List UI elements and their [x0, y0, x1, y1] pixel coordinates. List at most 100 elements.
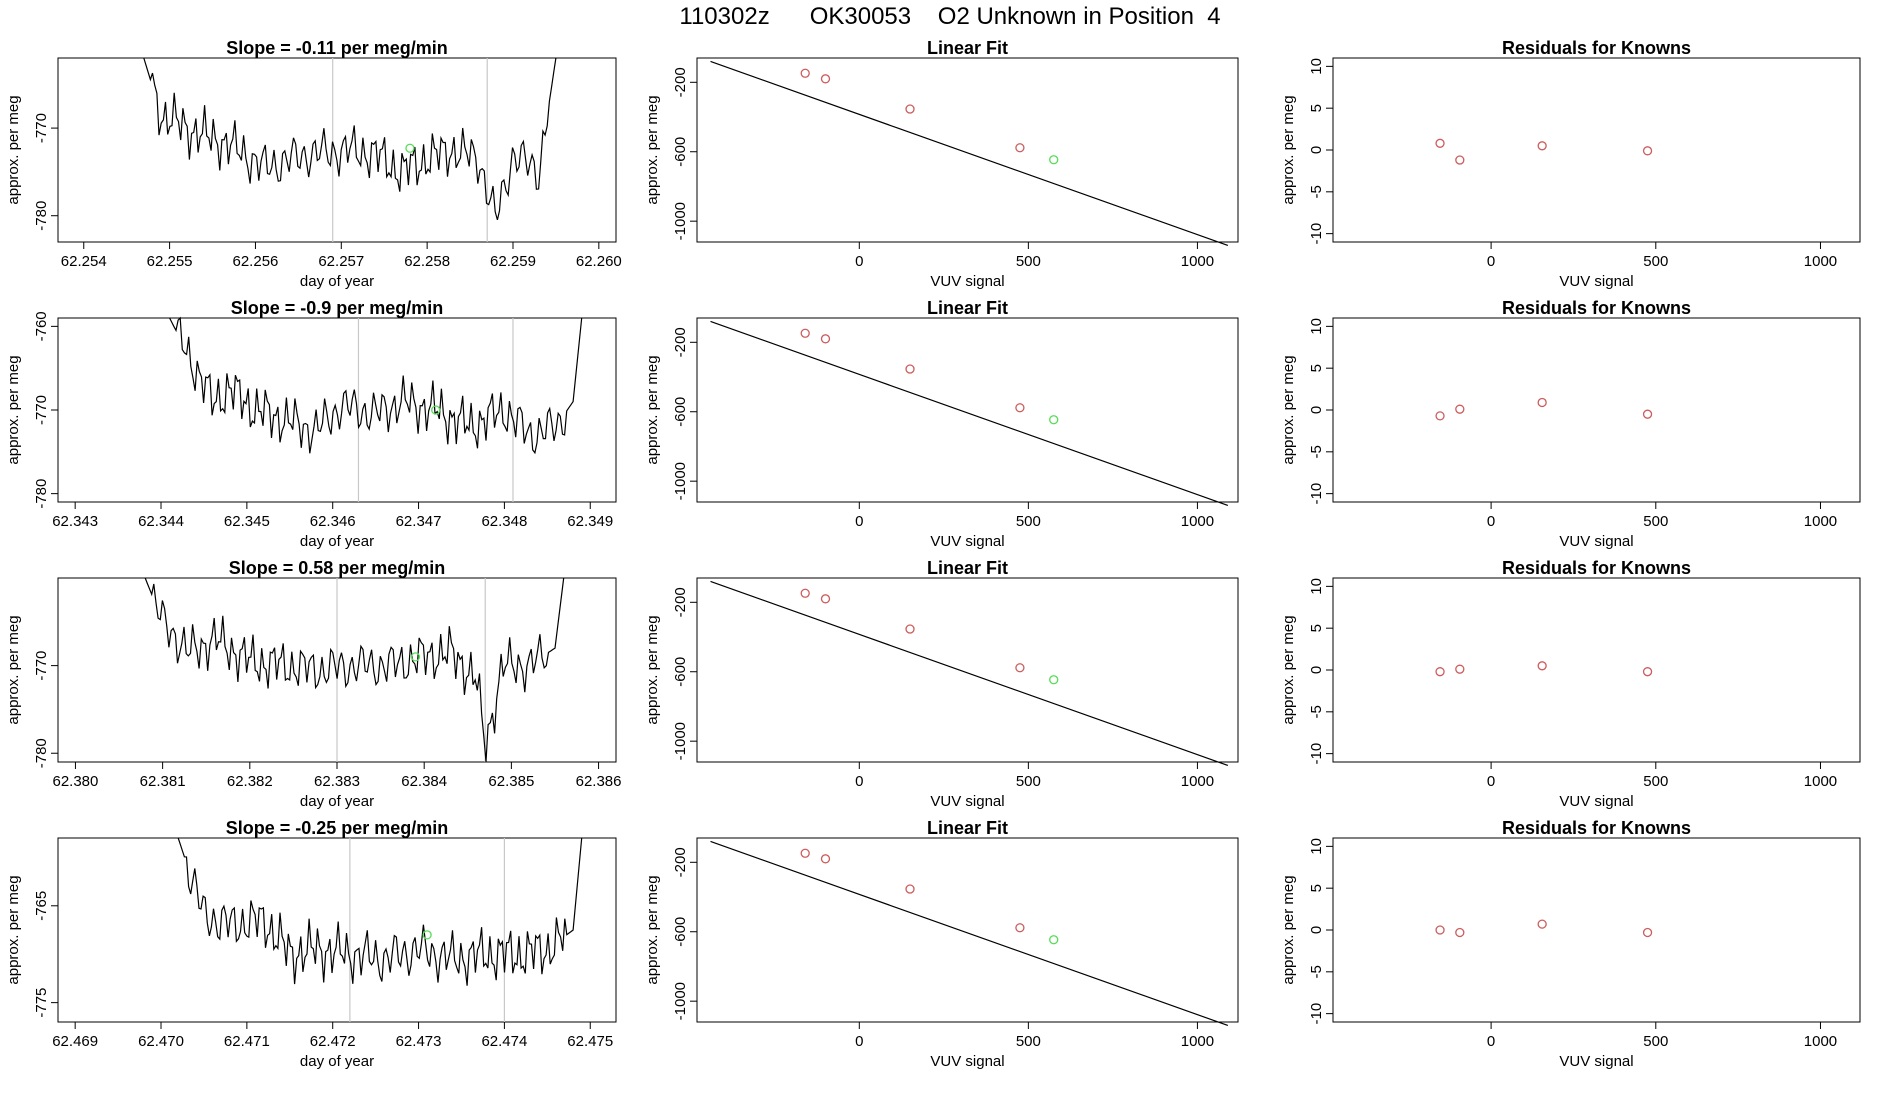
fit-3-xtick-label-1: 500	[1016, 1033, 1041, 1050]
fit-0-xtick-label-2: 1000	[1181, 253, 1214, 270]
timeseries-2-xtick-label-1: 62.381	[140, 773, 186, 790]
timeseries-2-xtick-label-3: 62.383	[314, 773, 360, 790]
timeseries-1-ylabel: approx. per meg	[5, 355, 22, 464]
residuals-1-xtick-label-2: 1000	[1804, 513, 1837, 530]
residuals-3-xlabel: VUV signal	[1559, 1053, 1633, 1070]
residuals-2-point-2	[1537, 661, 1547, 671]
fit-3-ytick-label-1: -600	[672, 917, 689, 947]
residuals-1-ylabel: approx. per meg	[1280, 355, 1297, 464]
fit-0-title: Linear Fit	[927, 38, 1008, 58]
timeseries-3-xtick-label-1: 62.470	[138, 1033, 184, 1050]
residuals-3-xtick-label-0: 0	[1487, 1033, 1495, 1050]
timeseries-1-xtick-label-2: 62.345	[224, 513, 270, 530]
residuals-1-ytick-label-0: 10	[1308, 318, 1325, 335]
fit-1-known-point-1	[820, 334, 831, 344]
residuals-0-ytick-label-2: 0	[1308, 146, 1325, 154]
timeseries-0-xtick-label-2: 62.256	[233, 253, 279, 270]
residuals-3-frame	[1332, 837, 1861, 1023]
fit-1-title: Linear Fit	[927, 298, 1008, 318]
residuals-0-xtick-label-2: 1000	[1804, 253, 1837, 270]
timeseries-2-trace	[144, 577, 565, 763]
timeseries-1-unknown-point	[431, 405, 441, 415]
residuals-0-point-0	[1435, 138, 1445, 148]
fit-3-ytick-label-0: -200	[672, 847, 689, 877]
timeseries-1-xtick-label-4: 62.347	[396, 513, 442, 530]
fit-2-xtick-label-0: 0	[855, 773, 863, 790]
residuals-0-ytick-label-3: -5	[1308, 185, 1325, 198]
fit-2-title: Linear Fit	[927, 558, 1008, 578]
residuals-0-ytick-label-1: 5	[1308, 104, 1325, 112]
fit-3-ytick-label-2: -1000	[672, 982, 689, 1020]
timeseries-0-xtick-label-6: 62.260	[576, 253, 622, 270]
residuals-2-point-0	[1435, 667, 1445, 677]
timeseries-0-xtick-label-4: 62.258	[404, 253, 450, 270]
fit-1-known-point-2	[905, 364, 915, 374]
timeseries-2-title: Slope = 0.58 per meg/min	[229, 558, 446, 578]
residuals-1-point-0	[1435, 411, 1445, 421]
timeseries-3-xtick-label-4: 62.473	[396, 1033, 442, 1050]
residuals-2-ylabel: approx. per meg	[1280, 615, 1297, 724]
timeseries-0-frame	[57, 57, 617, 243]
fit-0-unknown-point	[1049, 155, 1059, 165]
residuals-0-title: Residuals for Knowns	[1502, 38, 1691, 58]
timeseries-0-xtick-label-5: 62.259	[490, 253, 536, 270]
residuals-3-ylabel: approx. per meg	[1280, 875, 1297, 984]
fit-1-xtick-label-2: 1000	[1181, 513, 1214, 530]
residuals-0-xtick-label-1: 500	[1643, 253, 1668, 270]
residuals-1-frame	[1332, 317, 1861, 503]
fit-0-known-point-0	[800, 68, 810, 78]
fit-2-xlabel: VUV signal	[930, 793, 1004, 810]
timeseries-1-xtick-label-5: 62.348	[481, 513, 527, 530]
residuals-1-point-2	[1537, 397, 1547, 408]
timeseries-2-unknown-point	[410, 652, 421, 662]
residuals-2-point-3	[1642, 667, 1653, 677]
fit-0-known-point-2	[905, 104, 915, 114]
timeseries-0-unknown-point	[405, 143, 415, 153]
timeseries-2-xtick-label-6: 62.386	[576, 773, 622, 790]
fit-1-xtick-label-1: 500	[1016, 513, 1041, 530]
fit-2-known-point-0	[800, 588, 810, 598]
fit-3-xtick-label-0: 0	[855, 1033, 863, 1050]
timeseries-1-title: Slope = -0.9 per meg/min	[231, 298, 444, 318]
residuals-0-point-2	[1537, 141, 1547, 151]
fit-0-frame	[696, 57, 1239, 243]
timeseries-0-xtick-label-0: 62.254	[61, 253, 107, 270]
residuals-1-point-1	[1455, 404, 1465, 414]
timeseries-0-trace	[143, 57, 557, 221]
fit-0-xlabel: VUV signal	[930, 273, 1004, 290]
fit-0-ytick-label-1: -600	[672, 137, 689, 167]
timeseries-3-ytick-label-0: -765	[33, 891, 50, 921]
fit-2-xtick-label-1: 500	[1016, 773, 1041, 790]
residuals-2-xtick-label-2: 1000	[1804, 773, 1837, 790]
fit-0-known-point-1	[820, 74, 831, 84]
fit-2-known-point-3	[1015, 663, 1025, 673]
residuals-3-ytick-label-3: -5	[1308, 965, 1325, 978]
fit-3-known-point-1	[820, 854, 831, 864]
fit-0-ytick-label-2: -1000	[672, 202, 689, 240]
fit-3-frame	[696, 837, 1239, 1023]
fit-1-fit-line	[710, 320, 1229, 507]
fit-1-ylabel: approx. per meg	[644, 355, 661, 464]
residuals-1-xtick-label-0: 0	[1487, 513, 1495, 530]
timeseries-1-xtick-label-0: 62.343	[52, 513, 98, 530]
fit-0-ylabel: approx. per meg	[644, 95, 661, 204]
residuals-2-ytick-label-4: -10	[1308, 743, 1325, 765]
fit-2-ytick-label-1: -600	[672, 657, 689, 687]
timeseries-2-xtick-label-5: 62.385	[488, 773, 534, 790]
fit-3-ylabel: approx. per meg	[644, 875, 661, 984]
fit-2-known-point-1	[820, 594, 831, 604]
residuals-0-point-3	[1642, 146, 1653, 156]
residuals-1-ytick-label-2: 0	[1308, 406, 1325, 414]
residuals-3-title: Residuals for Knowns	[1502, 818, 1691, 838]
timeseries-3-xtick-label-6: 62.475	[567, 1033, 613, 1050]
fit-1-xlabel: VUV signal	[930, 533, 1004, 550]
timeseries-2-xlabel: day of year	[300, 793, 374, 810]
fit-0-ytick-label-0: -200	[672, 67, 689, 97]
timeseries-0-ytick-label-1: -780	[33, 201, 50, 231]
fit-3-fit-line	[710, 840, 1229, 1027]
residuals-2-xtick-label-1: 500	[1643, 773, 1668, 790]
timeseries-3-ylabel: approx. per meg	[5, 875, 22, 984]
timeseries-2-xtick-label-2: 62.382	[227, 773, 273, 790]
